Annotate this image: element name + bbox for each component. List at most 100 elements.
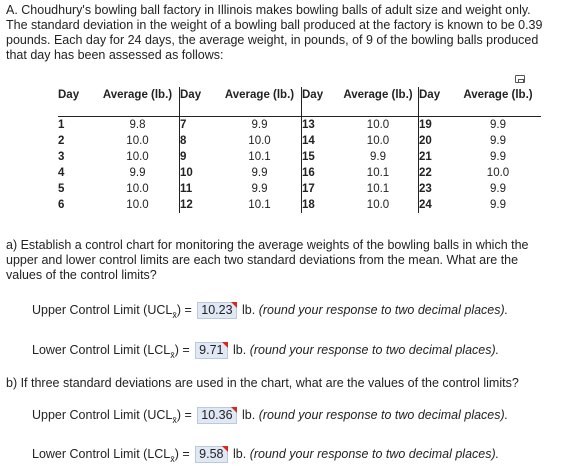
label-post: ) = [176,408,192,422]
label-post: ) = [174,447,190,461]
table-row: 3 10.0 9 10.1 15 9.9 21 9.9 [58,149,541,165]
ucl-2sd-answer[interactable]: 10.23 [197,302,237,319]
average-cell: 9.9 [218,165,302,181]
day-cell: 2 [58,135,65,147]
average-cell: 9.9 [338,149,419,165]
xbar-subscript: x̄ [172,415,177,425]
average-cell: 10.0 [486,167,510,179]
day-cell: 21 [419,151,432,163]
day-cell: 23 [419,183,432,195]
xbar-subscript: x̄ [172,310,177,320]
flag-icon [230,407,237,413]
question-line: upper and lower control limits are each … [6,253,519,267]
average-cell: 9.8 [96,116,180,133]
part-b-lcl-row: Lower Control Limit (LCLx̄) = 9.58 lb. (… [32,446,499,464]
average-cell: 10.0 [338,133,419,149]
lcl-3sd-answer[interactable]: 9.58 [195,446,228,463]
rounding-note: (round your response to two decimal plac… [249,343,500,357]
lcl-label: Lower Control Limit (LCL [32,447,171,461]
lcl-2sd-answer[interactable]: 9.71 [195,342,228,359]
table-body: 1 9.8 7 9.9 13 10.0 19 9.9 2 10.0 8 10.0 14 10.0 20 9.9… [58,103,541,213]
intro-line: The standard deviation in the weight of … [6,18,543,32]
average-cell: 10.0 [96,133,180,149]
average-cell: 9.9 [490,151,506,163]
day-cell: 6 [58,199,65,211]
xbar-subscript: x̄ [170,454,175,464]
average-cell: 10.0 [96,181,180,197]
col-header-day-underline [58,103,96,117]
intro-line: A. Choudhury's bowling ball factory in I… [6,3,531,17]
col-header-day: Day [419,89,441,101]
col-header-average-underline [338,103,419,117]
col-header-average-underline [455,103,541,117]
average-cell: 10.0 [96,197,180,213]
part-b-question: b) If three standard deviations are used… [6,376,519,390]
part-b-ucl-row: Upper Control Limit (UCLx̄) = 10.36 lb. … [32,407,509,425]
ucl-label: Upper Control Limit (UCL [32,408,173,422]
intro-line: pounds. Each day for 24 days, the averag… [6,33,539,47]
ucl-label: Upper Control Limit (UCL [32,303,173,317]
day-cell: 3 [58,151,65,163]
label-post: ) = [176,303,192,317]
col-header-day: Day [302,89,324,101]
day-cell: 20 [419,135,432,147]
lcl-label: Lower Control Limit (LCL [32,343,171,357]
average-cell: 9.9 [96,165,180,181]
ucl-2sd-value: 10.23 [201,303,233,317]
question-line: a) Establish a control chart for monitor… [6,238,529,252]
average-cell: 9.9 [490,135,506,147]
day-cell: 17 [302,183,315,195]
lcl-2sd-value: 9.71 [199,343,224,357]
ucl-3sd-value: 10.36 [201,408,233,422]
table-row: 2 10.0 8 10.0 14 10.0 20 9.9 [58,133,541,149]
problem-statement: A. Choudhury's bowling ball factory in I… [6,3,566,63]
col-header-average: Average (lb.) [338,87,419,103]
day-cell: 13 [302,119,315,131]
part-a-question: a) Establish a control chart for monitor… [6,238,566,283]
table-row: 1 9.8 7 9.9 13 10.0 19 9.9 [58,116,541,133]
col-header-day-underline [418,103,455,117]
part-a-lcl-row: Lower Control Limit (LCLx̄) = 9.71 lb. (… [32,342,500,360]
day-cell: 18 [302,199,315,211]
label-post: ) = [174,343,190,357]
flag-icon [230,302,237,308]
day-cell: 8 [180,135,187,147]
table-row: 5 10.0 11 9.9 17 10.1 23 9.9 [58,181,541,197]
day-cell: 15 [302,151,315,163]
unit: lb. [242,408,256,422]
day-cell: 10 [180,167,193,179]
ucl-3sd-answer[interactable]: 10.36 [197,407,237,424]
average-cell: 10.1 [338,165,419,181]
col-header-average: Average (lb.) [218,87,302,103]
day-cell: 19 [419,119,432,131]
day-cell: 14 [302,135,315,147]
xbar-subscript: x̄ [170,350,175,360]
day-cell: 12 [180,199,193,211]
unit: lb. [233,447,247,461]
day-cell: 1 [58,119,65,131]
average-cell: 9.9 [490,199,506,211]
average-cell: 10.1 [338,181,419,197]
col-header-day: Day [180,89,202,101]
col-header-average: Average (lb.) [96,87,180,103]
average-cell: 9.9 [218,116,302,133]
average-cell: 9.9 [490,119,506,131]
rounding-note: (round your response to two decimal plac… [258,303,509,317]
col-header-average-underline [96,103,180,117]
day-cell: 4 [58,167,65,179]
day-cell: 7 [180,119,187,131]
average-cell: 10.0 [218,133,302,149]
part-a-ucl-row: Upper Control Limit (UCLx̄) = 10.23 lb. … [32,302,509,320]
col-header-day-underline [179,103,218,117]
unit: lb. [242,303,256,317]
day-cell: 24 [419,199,432,211]
flag-icon [221,446,228,452]
col-header-day: Day [58,89,80,101]
col-header-day-underline [301,103,338,117]
average-cell: 9.9 [490,183,506,195]
question-line: values of the control limits? [6,268,157,282]
flag-icon [221,342,228,348]
rounding-note: (round your response to two decimal plac… [258,408,509,422]
average-cell: 10.0 [96,149,180,165]
copy-table-icon[interactable] [515,75,525,83]
